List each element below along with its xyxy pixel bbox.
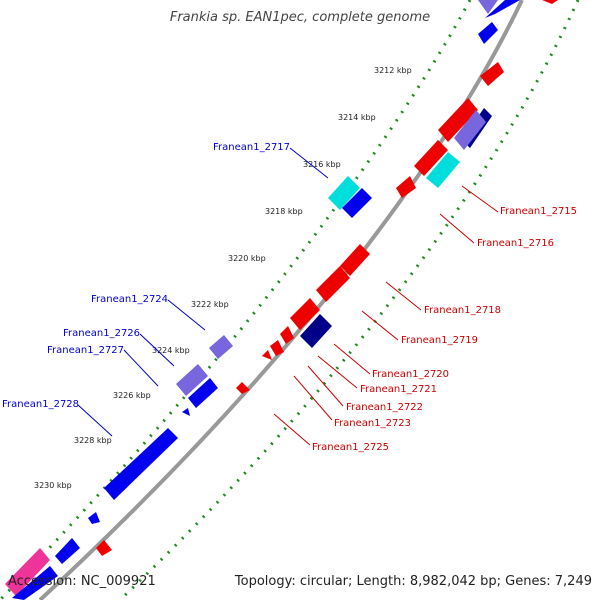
gene-label[interactable]: Franean1_2721 [360, 384, 437, 395]
gene-reverse[interactable] [236, 382, 250, 394]
tick-label: 3220 kbp [228, 254, 266, 263]
gene-label[interactable]: Franean1_2728 [2, 399, 79, 410]
gene-forward[interactable] [55, 538, 80, 564]
gene-reverse[interactable] [542, 0, 558, 4]
gene-label[interactable]: Franean1_2719 [401, 335, 478, 346]
gene-reverse[interactable] [316, 266, 350, 302]
gene-reverse[interactable] [290, 298, 320, 330]
genome-summary-text: Topology: circular; Length: 8,982,042 bp… [234, 574, 592, 589]
gene-label[interactable]: Franean1_2715 [500, 206, 577, 217]
gene-label[interactable]: Franean1_2718 [424, 305, 501, 316]
gene-cyan[interactable] [426, 152, 460, 188]
gene-reverse[interactable] [396, 176, 416, 198]
tick-label: 3230 kbp [34, 481, 72, 490]
gene-forward[interactable] [478, 0, 498, 14]
gene-forward[interactable] [188, 378, 218, 408]
gene-forward[interactable] [104, 428, 178, 500]
reverse-gene-labels: Franean1_2715 Franean1_2716 Franean1_271… [273, 185, 577, 453]
gene-reverse[interactable] [262, 350, 272, 360]
inner-dotted-track [118, 0, 580, 600]
forward-genes [5, 0, 520, 600]
gene-forward[interactable] [182, 408, 190, 416]
tick-label: 3222 kbp [191, 300, 229, 309]
gene-forward[interactable] [88, 512, 100, 524]
gene-forward[interactable] [485, 0, 520, 18]
gene-label[interactable]: Franean1_2716 [477, 238, 554, 249]
gene-forward-light[interactable] [209, 335, 233, 359]
gene-reverse[interactable] [340, 244, 370, 276]
reverse-genes [96, 0, 558, 556]
tick-label: 3226 kbp [113, 391, 151, 400]
gene-reverse[interactable] [280, 326, 294, 344]
gene-forward[interactable] [12, 566, 58, 600]
accession-text: Accession: NC_009921 [8, 574, 156, 589]
tick-labels: 3212 kbp 3214 kbp 3216 kbp 3218 kbp 3220… [34, 66, 412, 490]
gene-dark[interactable] [300, 314, 332, 348]
gene-label[interactable]: Franean1_2725 [312, 442, 389, 453]
gene-label[interactable]: Franean1_2727 [47, 345, 124, 356]
gene-reverse[interactable] [96, 540, 112, 556]
gene-label[interactable]: Franean1_2724 [91, 294, 168, 305]
gene-forward-light[interactable] [454, 110, 486, 150]
forward-gene-labels: Franean1_2717 Franean1_2724 Franean1_272… [2, 142, 329, 437]
gene-reverse[interactable] [438, 98, 478, 142]
tick-label: 3228 kbp [74, 436, 112, 445]
gene-pink[interactable] [5, 548, 50, 596]
gene-label[interactable]: Franean1_2723 [334, 418, 411, 429]
tick-label: 3214 kbp [338, 113, 376, 122]
gene-label[interactable]: Franean1_2717 [213, 142, 290, 153]
gene-forward[interactable] [478, 22, 498, 44]
gene-label[interactable]: Franean1_2726 [63, 328, 140, 339]
gene-label[interactable]: Franean1_2720 [372, 369, 449, 380]
tick-label: 3216 kbp [303, 160, 341, 169]
tick-label: 3212 kbp [374, 66, 412, 75]
gene-forward[interactable] [342, 188, 372, 218]
gene-reverse[interactable] [480, 62, 504, 86]
outer-dotted-track [0, 0, 472, 600]
gene-reverse[interactable] [414, 140, 448, 176]
gene-cyan[interactable] [328, 176, 360, 210]
gene-reverse[interactable] [270, 340, 284, 356]
gene-forward-light[interactable] [176, 364, 208, 396]
gene-label[interactable]: Franean1_2722 [346, 402, 423, 413]
tick-label: 3218 kbp [265, 207, 303, 216]
genome-title: Frankia sp. EAN1pec, complete genome [169, 10, 431, 25]
tick-label: 3224 kbp [152, 346, 190, 355]
